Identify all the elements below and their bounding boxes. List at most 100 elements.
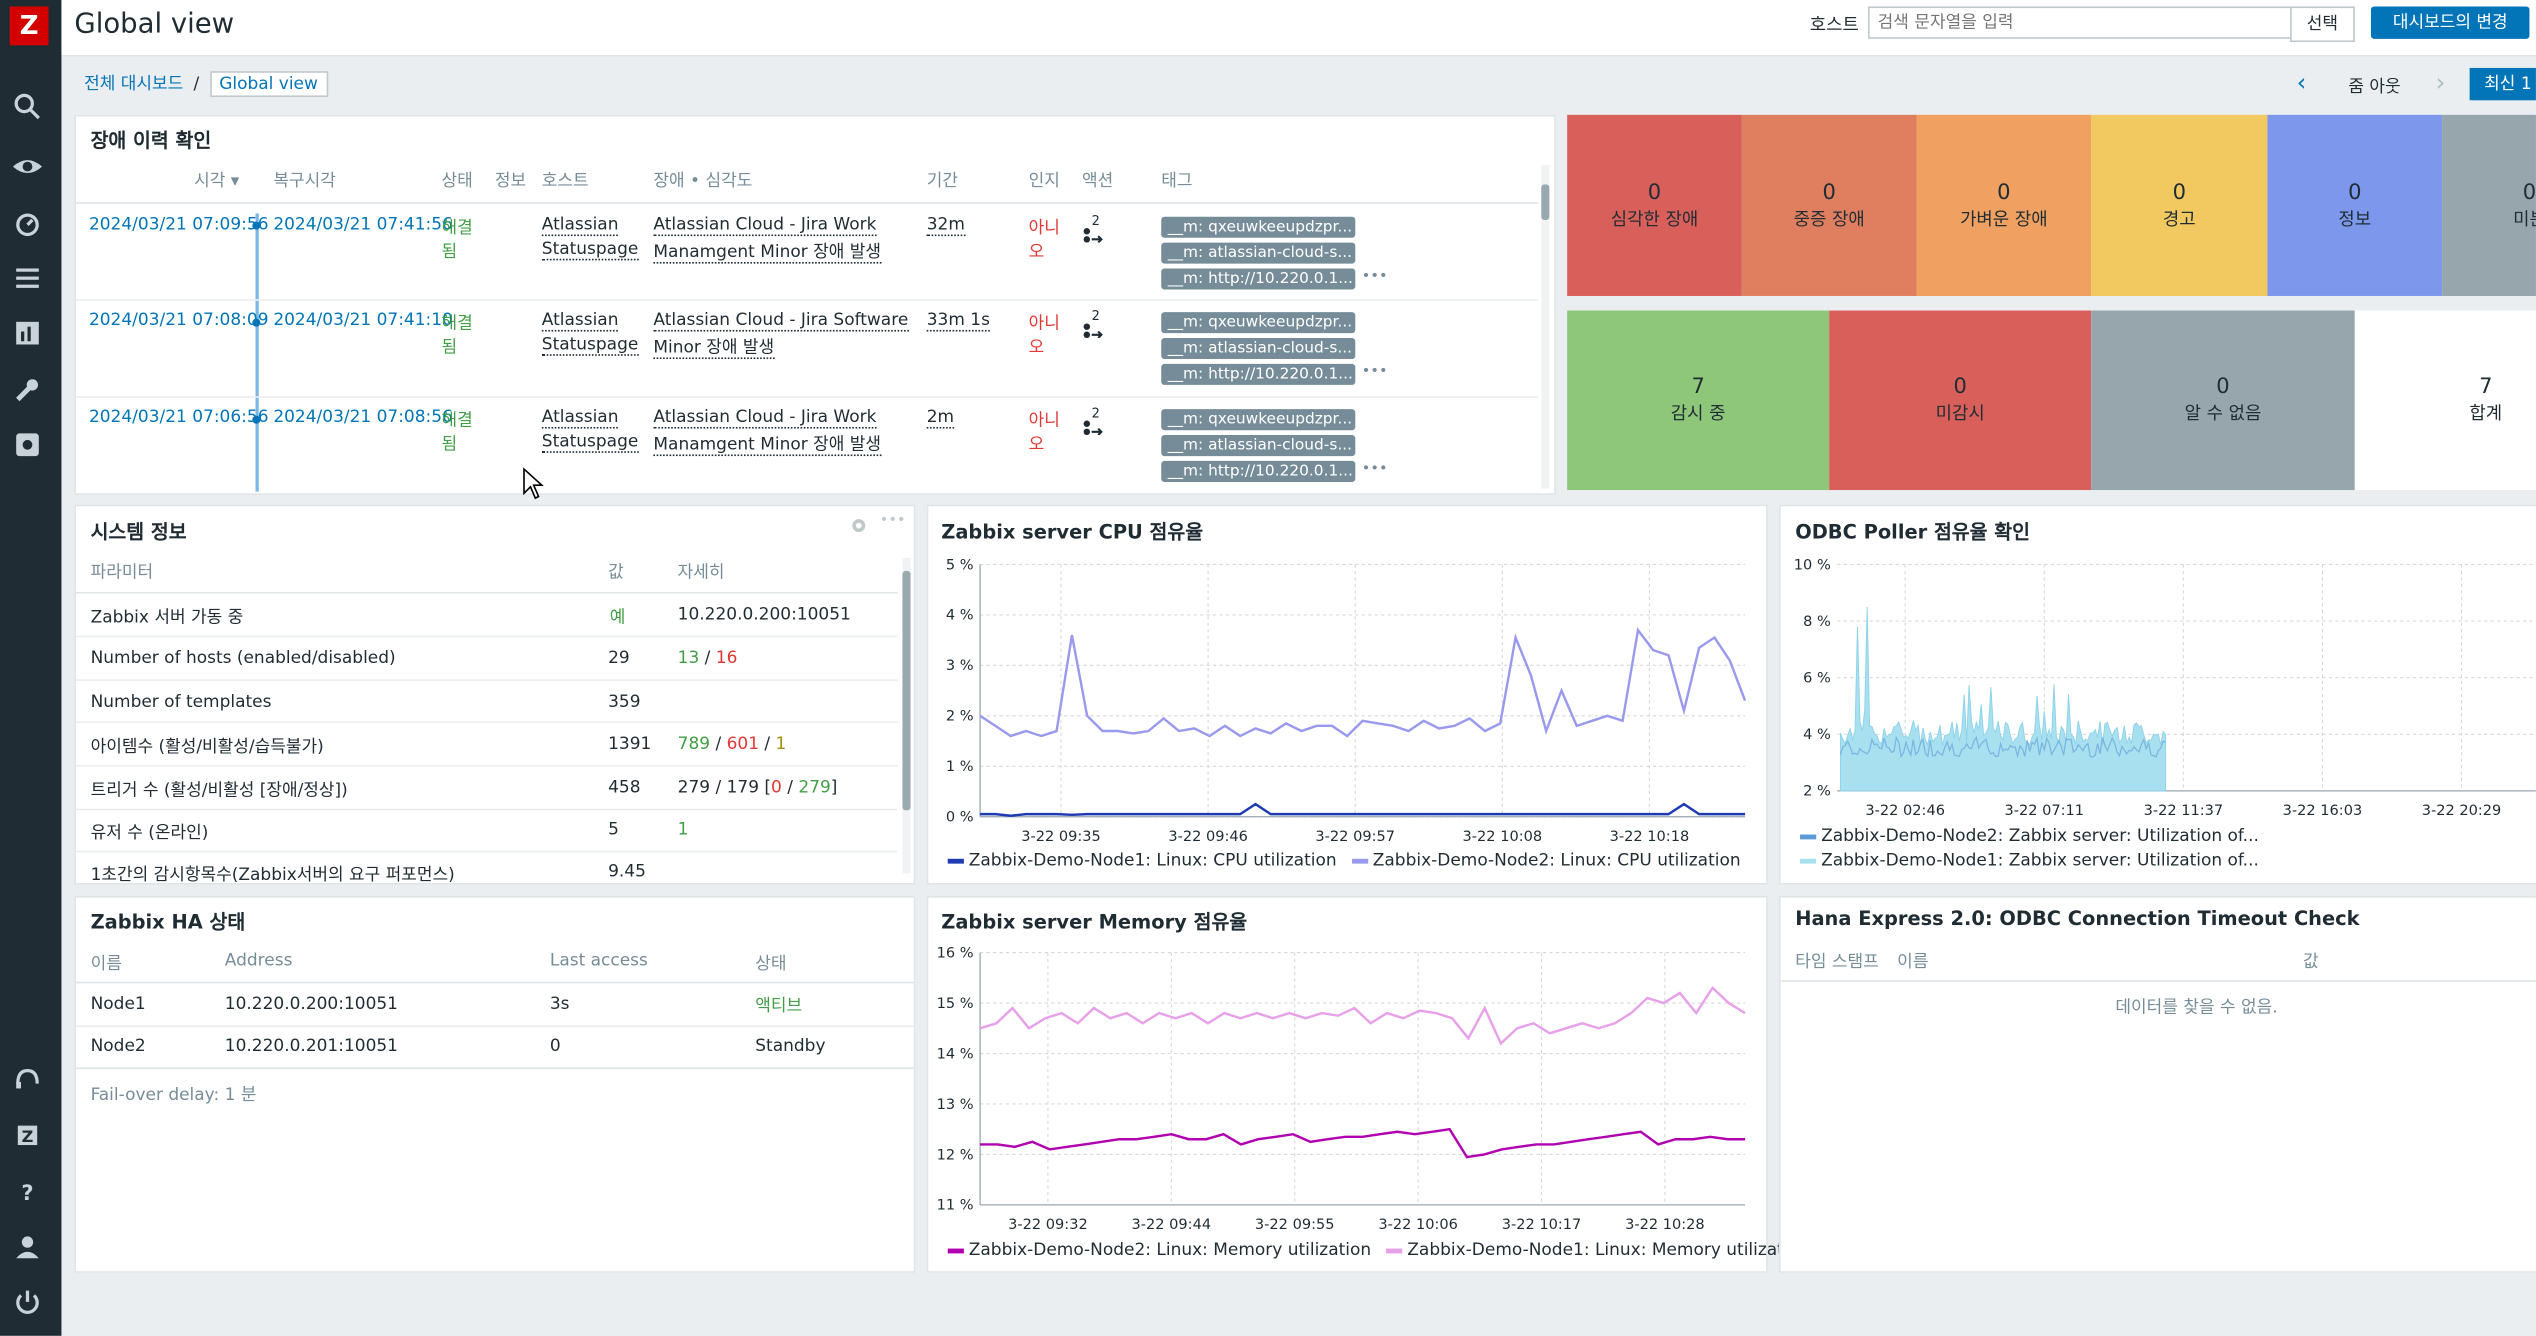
problem-ack-cont[interactable]: 오 [1028, 338, 1045, 358]
problem-ack[interactable]: 아니 [1028, 313, 1060, 334]
problem-ack-cont[interactable]: 오 [1028, 242, 1045, 263]
more-tags-icon[interactable]: ••• [1361, 268, 1388, 285]
severity-disaster[interactable]: 0 심각한 장애 [1567, 114, 1742, 296]
row-divider [76, 635, 898, 638]
problem-tag[interactable]: __m: http://10.220.0.1... [1161, 460, 1356, 482]
list-icon[interactable] [11, 262, 43, 294]
help-icon[interactable]: ? [11, 1176, 43, 1208]
actions-icon[interactable] [1082, 419, 1105, 436]
widget-settings-icon[interactable] [849, 516, 868, 535]
ha-node-status: Standby [755, 1036, 826, 1057]
sysinfo-scroll-thumb[interactable] [902, 570, 911, 811]
problem-tag[interactable]: __m: qxeuwkeeupdzpr... [1161, 409, 1356, 431]
problem-tag[interactable]: __m: atlassian-cloud-s... [1161, 338, 1356, 360]
severity-information[interactable]: 0 정보 [2267, 114, 2443, 296]
problem-name-cont[interactable]: Manamgent Minor 장애 발생 [653, 435, 881, 457]
problem-recovery-time[interactable]: 2024/03/21 07:41:10 [273, 310, 453, 330]
user-icon[interactable] [11, 1231, 43, 1263]
problem-duration[interactable]: 2m [926, 407, 955, 429]
stopwatch-icon[interactable] [11, 207, 43, 239]
problem-time[interactable]: 2024/03/21 07:08:09 [88, 310, 269, 330]
problem-tag[interactable]: __m: http://10.220.0.1... [1161, 363, 1356, 385]
legend-label: Zabbix-Demo-Node1: Linux: CPU utilizatio… [968, 850, 1337, 871]
y-tick-label: 6 % [1803, 670, 1831, 687]
problem-ack-cont[interactable]: 오 [1028, 435, 1045, 455]
problems-scroll-thumb[interactable] [1541, 184, 1550, 220]
problem-ack[interactable]: 아니 [1028, 218, 1060, 238]
report-icon[interactable] [11, 317, 43, 349]
col-recovery: 복구시각 [273, 171, 336, 191]
problem-duration[interactable]: 32m [926, 215, 965, 237]
problem-name[interactable]: Atlassian Cloud - Jira Software [653, 310, 909, 332]
problem-host[interactable]: Atlassian [541, 215, 619, 237]
mouse-cursor-icon [523, 467, 544, 500]
y-tick-label: 0 % [946, 809, 974, 826]
problem-duration[interactable]: 33m 1s [926, 310, 990, 332]
cpu-chart[interactable]: 0 % 1 % 2 % 3 % 4 % 5 % 3-22 09:35 3-22 09:46 3-… [928, 506, 1766, 883]
change-dashboard-button[interactable]: 대시보드의 변경 [2370, 6, 2530, 39]
eye-icon[interactable] [11, 150, 43, 182]
breadcrumb-all-dashboards[interactable]: 전체 대시보드 [84, 74, 184, 94]
search-icon[interactable] [11, 91, 43, 123]
severity-not-classified[interactable]: 0미분 [2442, 114, 2536, 296]
hosts-total[interactable]: 7 합계 [2354, 310, 2536, 491]
problem-ack[interactable]: 아니 [1028, 410, 1060, 431]
problem-host-cont[interactable]: Statuspage [541, 334, 639, 356]
problem-name-cont[interactable]: Manamgent Minor 장애 발생 [653, 242, 881, 264]
problem-tag[interactable]: __m: qxeuwkeeupdzpr... [1161, 216, 1356, 238]
col-details: 자세히 [677, 562, 725, 583]
severity-average[interactable]: 0 가벼운 장애 [1916, 114, 2092, 296]
severity-high[interactable]: 0 중증 장애 [1741, 114, 1917, 296]
problem-tag[interactable]: __m: atlassian-cloud-s... [1161, 435, 1356, 457]
odbc-chart[interactable]: 2 % 4 % 6 % 8 % 10 % 3-22 02:46 3-22 07:11 3-22… [1781, 506, 2536, 883]
prev-period-icon[interactable]: ‹ [2296, 67, 2307, 98]
x-tick-label: 3-22 09:55 [1255, 1216, 1335, 1233]
col-parameter: 파라미터 [90, 562, 154, 583]
problem-name[interactable]: Atlassian Cloud - Jira Work [653, 407, 877, 429]
more-tags-icon[interactable]: ••• [1361, 460, 1388, 478]
problem-recovery-time[interactable]: 2024/03/21 07:08:56 [273, 407, 453, 427]
problem-host-cont[interactable]: Statuspage [541, 431, 639, 453]
hosts-not-available[interactable]: 0 미감시 [1829, 310, 2092, 491]
headset-icon[interactable] [11, 1064, 43, 1096]
severity-warning[interactable]: 0 경고 [2091, 114, 2268, 296]
more-tags-icon[interactable]: ••• [1361, 363, 1388, 381]
odbc-graph-widget: ODBC Poller 점유율 확인 2 % 4 % 6 % 8 % 10 % 3-22 … [1779, 504, 2536, 885]
actions-icon[interactable] [1082, 322, 1105, 339]
next-period-icon[interactable]: › [2435, 67, 2446, 98]
col-time[interactable]: 시각 ▾ [194, 171, 240, 191]
zabbix-share-icon[interactable]: Z [11, 1119, 43, 1151]
actions-icon[interactable] [1082, 226, 1105, 243]
power-icon[interactable] [11, 1286, 43, 1318]
row-divider [76, 396, 1539, 398]
zabbix-logo[interactable]: Z [9, 6, 49, 46]
problem-host[interactable]: Atlassian [541, 407, 619, 429]
problem-tag[interactable]: __m: atlassian-cloud-s... [1161, 242, 1356, 264]
problem-host-cont[interactable]: Statuspage [541, 239, 639, 261]
action-count[interactable]: 2 [1091, 213, 1100, 229]
action-count[interactable]: 2 [1091, 405, 1100, 421]
problem-host[interactable]: Atlassian [541, 310, 619, 332]
problem-time[interactable]: 2024/03/21 07:09:56 [88, 215, 269, 235]
widget-menu-icon[interactable]: ••• [879, 512, 906, 529]
latest-period-button[interactable]: 최신 1 [2469, 67, 2536, 101]
action-count[interactable]: 2 [1091, 308, 1100, 324]
gear-icon[interactable] [11, 429, 43, 461]
legend-swatch [1351, 857, 1368, 863]
problem-name-cont[interactable]: Minor 장애 발생 [653, 338, 775, 360]
hosts-available[interactable]: 7 감시 중 [1567, 310, 1830, 491]
problem-tag[interactable]: __m: qxeuwkeeupdzpr... [1161, 312, 1356, 334]
problem-tag[interactable]: __m: http://10.220.0.1... [1161, 268, 1356, 290]
problem-name[interactable]: Atlassian Cloud - Jira Work [653, 215, 877, 237]
host-search-input[interactable] [1867, 6, 2295, 39]
select-button[interactable]: 선택 [2290, 6, 2355, 43]
zoom-out-button[interactable]: 줌 아웃 [2348, 77, 2401, 98]
memory-chart[interactable]: 11 % 12 % 13 % 14 % 15 % 16 % 3-22 09:32 3-22 0… [928, 898, 1766, 1272]
wrench-icon[interactable] [11, 374, 43, 406]
breadcrumb-current[interactable]: Global view [209, 71, 328, 98]
odbc-legend-2: Zabbix-Demo-Node1: Zabbix server: Utiliz… [1800, 851, 2259, 870]
problems-scrollbar[interactable] [1541, 164, 1550, 489]
problem-time[interactable]: 2024/03/21 07:06:56 [88, 407, 269, 427]
problem-recovery-time[interactable]: 2024/03/21 07:41:56 [273, 215, 453, 235]
